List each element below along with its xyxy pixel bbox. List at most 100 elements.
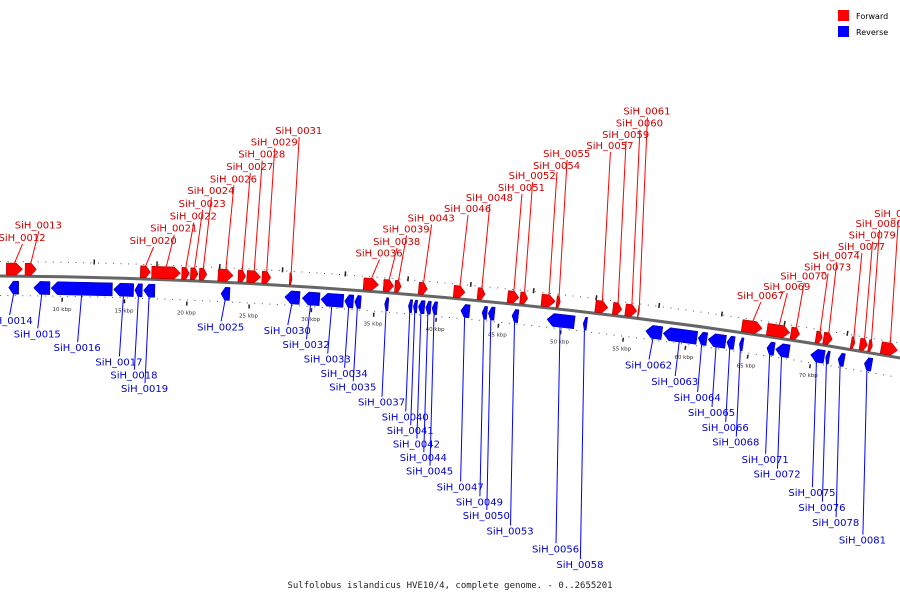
track-dot [308,272,310,273]
forward-gene-sih-0055[interactable] [555,295,561,309]
forward-gene-sih-0020[interactable] [139,265,151,279]
forward-gene-sih-0067[interactable] [740,319,763,334]
forward-gene-sih-0060[interactable] [624,303,638,317]
gene-label-sih-0075: SiH_0075 [788,488,835,499]
track-dot [718,348,720,350]
forward-gene-sih-0024[interactable] [198,267,208,281]
track-dot [508,322,510,324]
reverse-gene-sih-0050[interactable] [488,306,496,321]
forward-gene-sih-0012[interactable] [6,262,23,276]
reverse-gene-sih-0076[interactable] [825,350,831,365]
track-dot [384,277,386,279]
track-dot [798,326,800,327]
reverse-gene-sih-0040[interactable] [408,299,413,313]
reverse-gene-sih-0016[interactable] [50,281,113,297]
reverse-gene-sih-0053[interactable] [511,309,520,323]
track-dot [830,365,832,367]
forward-gene-sih-0080[interactable] [867,339,873,353]
forward-gene-sih-0022[interactable] [181,267,190,280]
gene-label-sih-0074: SiH_0074 [813,251,860,262]
forward-gene-sih-0057[interactable] [594,299,609,314]
reverse-gene-sih-0063[interactable] [662,327,699,345]
reverse-gene-sih-0068[interactable] [739,337,745,352]
forward-gene-sih-0036[interactable] [362,277,379,291]
reverse-gene-sih-0037[interactable] [384,297,390,312]
reverse-gene-sih-0041[interactable] [413,299,418,314]
forward-gene-sih-0038[interactable] [382,279,394,293]
forward-gene-sih-0059[interactable] [611,302,622,316]
forward-gene-sih-0054[interactable] [540,293,556,308]
reverse-gene-sih-0066[interactable] [726,335,736,350]
forward-gene-sih-0013[interactable] [24,262,37,276]
forward-gene-sih-0028[interactable] [246,270,262,284]
scale-minor-tick [532,288,535,294]
track-dot [836,332,838,333]
track-dot [497,287,499,289]
forward-gene-sih-0082[interactable] [879,341,898,356]
reverse-gene-sih-0015[interactable] [33,281,51,295]
reverse-gene-sih-0058[interactable] [582,316,588,331]
forward-gene-sih-0029[interactable] [261,270,272,284]
forward-gene-sih-0077[interactable] [849,336,856,350]
reverse-gene-sih-0044[interactable] [425,300,432,315]
reverse-gene-sih-0035[interactable] [354,295,362,309]
gene-label-leader [37,294,43,329]
reverse-gene-sih-0030[interactable] [284,290,301,305]
reverse-gene-sih-0049[interactable] [481,306,488,320]
reverse-gene-sih-0078[interactable] [837,352,846,367]
track-dot [553,327,555,329]
forward-gene-sih-0074[interactable] [822,331,833,345]
forward-gene-sih-0048[interactable] [476,287,486,301]
reverse-gene-sih-0032[interactable] [301,291,321,306]
track-dot [314,306,316,308]
forward-gene-sih-0023[interactable] [190,267,199,281]
gene-label-leader [835,366,841,518]
reverse-gene-sih-0042[interactable] [418,300,426,315]
forward-gene-sih-0039[interactable] [394,280,402,293]
reverse-gene-sih-0071[interactable] [766,341,776,356]
reverse-gene-sih-0033[interactable] [320,293,345,308]
reverse-gene-sih-0081[interactable] [864,357,874,372]
reverse-gene-sih-0014[interactable] [8,280,19,295]
track-dot [467,284,469,286]
reverse-gene-sih-0034[interactable] [344,294,355,309]
track-dot [7,295,9,297]
scale-tick-label: 60 kbp [674,355,693,361]
gene-label-leader [290,136,300,273]
gene-label-sih-0047: SiH_0047 [437,482,484,493]
forward-gene-sih-0061[interactable] [637,305,640,318]
gene-label-leader [555,327,561,544]
reverse-gene-sih-0019[interactable] [143,283,156,298]
forward-gene-sih-0079[interactable] [858,337,868,351]
track-dot [278,270,280,272]
reverse-gene-sih-0072[interactable] [775,343,791,359]
forward-gene-sih-0069[interactable] [765,323,791,338]
reverse-gene-sih-0017[interactable] [113,282,135,297]
reverse-gene-sih-0064[interactable] [697,331,709,346]
scale-tick [808,364,812,369]
forward-gene-sih-0052[interactable] [519,291,528,305]
reverse-gene-sih-0025[interactable] [220,287,231,301]
forward-gene-sih-0027[interactable] [237,269,246,283]
gene-label-leader [674,341,680,377]
forward-gene-sih-0026[interactable] [217,268,234,282]
track-dot [256,268,258,270]
reverse-gene-sih-0056[interactable] [546,313,576,330]
reverse-gene-sih-0065[interactable] [707,333,727,349]
forward-gene-sih-0031[interactable] [288,272,293,286]
reverse-gene-sih-0062[interactable] [645,325,664,340]
reverse-gene-sih-0075[interactable] [810,349,826,364]
forward-gene-sih-0051[interactable] [506,290,520,304]
forward-gene-sih-0021[interactable] [151,265,181,280]
reverse-gene-sih-0047[interactable] [460,304,471,319]
track-dot [201,300,203,302]
forward-gene-sih-0046[interactable] [452,285,466,299]
legend-reverse-swatch [838,26,849,37]
reverse-gene-sih-0045[interactable] [431,301,438,316]
forward-gene-sih-0073[interactable] [814,330,823,344]
forward-gene-sih-0043[interactable] [417,281,428,295]
gene-label-sih-0072: SiH_0072 [754,470,801,481]
forward-gene-sih-0070[interactable] [789,326,800,340]
reverse-gene-sih-0018[interactable] [134,283,143,298]
track-dot [493,321,495,323]
